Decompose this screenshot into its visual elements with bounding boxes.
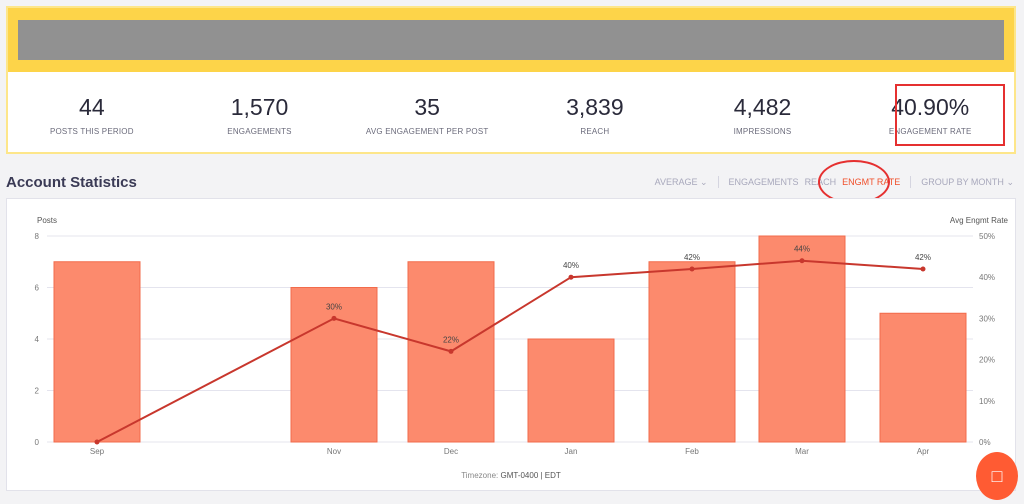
rate-data-label: 42% xyxy=(915,253,931,262)
profile-banner xyxy=(8,8,1014,72)
rate-point xyxy=(799,258,805,264)
rate-data-label: 40% xyxy=(563,261,579,270)
bar-apr xyxy=(879,312,967,443)
y2-tick-label: 20% xyxy=(979,356,995,365)
average-dropdown[interactable]: AVERAGE ⌄ xyxy=(655,177,708,188)
redacted-region xyxy=(18,20,1004,60)
y2-tick-label: 0% xyxy=(979,438,991,447)
x-tick-label: Jan xyxy=(565,447,578,456)
stat-value: 40.90% xyxy=(891,94,970,120)
rate-point xyxy=(448,348,454,354)
divider xyxy=(717,176,719,188)
y-tick-label: 4 xyxy=(35,335,40,344)
stat-value: 44 xyxy=(79,94,105,120)
stat-engagements: 1,570 ENGAGEMENTS xyxy=(176,72,344,154)
x-tick-label: Sep xyxy=(90,447,105,456)
chevron-down-icon: ⌄ xyxy=(1006,176,1014,187)
stat-label: POSTS THIS PERIOD xyxy=(49,127,134,136)
stat-label: ENGAGEMENTS xyxy=(227,127,292,136)
stat-avg-engagement: 35 AVG ENGAGEMENT PER POST xyxy=(343,72,511,154)
chat-icon: □ xyxy=(991,466,1003,486)
rate-data-label: 44% xyxy=(794,245,810,254)
rate-point xyxy=(331,315,337,321)
y2-tick-label: 30% xyxy=(979,314,995,323)
stat-label: AVG ENGAGEMENT PER POST xyxy=(365,127,489,136)
timezone: Timezone: GMT-0400 | EDT xyxy=(7,471,1015,480)
y-tick-label: 0 xyxy=(35,438,40,447)
engagements-toggle[interactable]: ENGAGEMENTS xyxy=(728,177,799,187)
y-tick-label: 8 xyxy=(35,232,40,241)
x-tick-label: Nov xyxy=(327,447,341,456)
stat-label: ENGAGEMENT RATE xyxy=(888,127,972,136)
group-label: GROUP BY MONTH xyxy=(921,176,1004,187)
y-axis-label: Posts xyxy=(37,216,57,225)
bar-sep xyxy=(53,261,141,443)
bar-nov xyxy=(290,287,378,443)
stats-row: 44 POSTS THIS PERIOD 1,570 ENGAGEMENTS 35 A… xyxy=(8,72,1014,154)
stat-posts: 44 POSTS THIS PERIOD xyxy=(8,72,176,154)
highlight-box xyxy=(895,84,1005,146)
stat-value: 4,482 xyxy=(733,94,792,120)
rate-point xyxy=(689,266,695,272)
stat-value: 1,570 xyxy=(230,94,289,120)
timezone-value: GMT-0400 | EDT xyxy=(500,471,561,480)
stat-value: 3,839 xyxy=(566,94,624,120)
y2-tick-label: 50% xyxy=(979,232,995,241)
x-tick-label: Apr xyxy=(917,447,930,456)
bar-feb xyxy=(648,261,736,443)
stat-label: IMPRESSIONS xyxy=(733,127,792,136)
stat-label: REACH xyxy=(580,127,610,136)
rate-data-label: 30% xyxy=(326,302,342,311)
rate-point xyxy=(568,274,574,280)
bar-jan xyxy=(527,338,615,443)
stat-reach: 3,839 REACH xyxy=(511,72,679,154)
y2-tick-label: 40% xyxy=(979,273,995,282)
rate-data-label: 42% xyxy=(684,253,700,262)
divider xyxy=(910,176,912,188)
stat-engagement-rate: 40.90% ENGAGEMENT RATE xyxy=(846,72,1014,154)
summary-panel: 44 POSTS THIS PERIOD 1,570 ENGAGEMENTS 35 A… xyxy=(6,6,1016,154)
chat-button[interactable]: □ xyxy=(976,452,1018,500)
chevron-down-icon: ⌄ xyxy=(700,176,708,187)
timezone-label: Timezone: xyxy=(461,471,499,480)
y2-axis-label: Avg Engmt Rate xyxy=(950,216,1009,225)
y-tick-label: 2 xyxy=(35,387,40,396)
y2-tick-label: 10% xyxy=(979,397,995,406)
rate-data-label: 22% xyxy=(443,335,459,344)
stat-impressions: 4,482 IMPRESSIONS xyxy=(679,72,847,154)
group-by-dropdown[interactable]: GROUP BY MONTH ⌄ xyxy=(921,177,1014,188)
x-tick-label: Dec xyxy=(444,447,458,456)
y-tick-label: 6 xyxy=(35,284,40,293)
section-title: Account Statistics xyxy=(6,174,137,191)
average-label: AVERAGE xyxy=(654,176,698,187)
chart-card: Posts Avg Engmt Rate 0 2 4 6 8 0% 10% 20% 30% 40%… xyxy=(6,198,1016,491)
chart: Posts Avg Engmt Rate 0 2 4 6 8 0% 10% 20% 30% 40%… xyxy=(35,216,1009,456)
x-tick-label: Mar xyxy=(795,447,809,456)
x-tick-label: Feb xyxy=(685,447,699,456)
rate-point xyxy=(94,439,100,445)
rate-point xyxy=(920,266,926,272)
bar-mar xyxy=(758,235,846,443)
stat-value: 35 xyxy=(414,94,440,120)
